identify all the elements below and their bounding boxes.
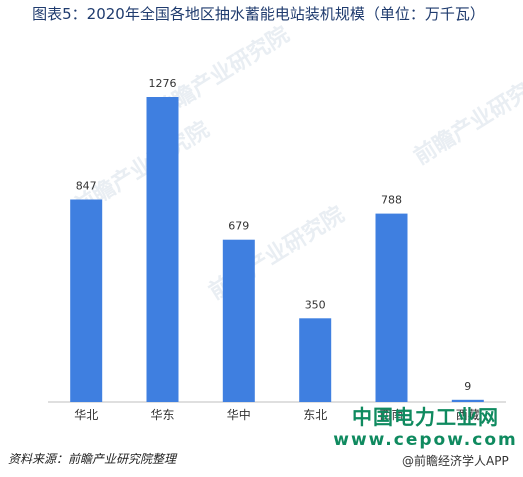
data-label-西藏: 9 bbox=[464, 380, 471, 393]
x-tick-label-东北: 东北 bbox=[303, 408, 327, 422]
data-label-华北: 847 bbox=[76, 180, 97, 193]
bar-西藏 bbox=[451, 399, 484, 402]
data-label-华中: 679 bbox=[228, 220, 249, 233]
cepow-watermark-url: www.cepow.com bbox=[333, 430, 518, 450]
x-tick-label-西南: 西南 bbox=[379, 407, 403, 422]
bar-华北 bbox=[70, 199, 103, 402]
chart-title: 图表5：2020年全国各地区抽水蓄能电站装机规模（单位：万千瓦） bbox=[32, 5, 485, 23]
bar-华东 bbox=[146, 97, 179, 402]
bar-西南 bbox=[375, 213, 408, 402]
bar-东北 bbox=[299, 318, 332, 402]
app-watermark: @前瞻经济学人APP bbox=[402, 454, 509, 468]
bar-华中 bbox=[222, 239, 255, 402]
cepow-watermark-name: 中国电力工业网 bbox=[352, 405, 499, 429]
source-note: 资料来源：前瞻产业研究院整理 bbox=[8, 452, 177, 466]
x-tick-label-华中: 华中 bbox=[227, 407, 251, 422]
data-label-华东: 1276 bbox=[149, 77, 177, 90]
background-watermark-text: 前瞻产业研究院 bbox=[409, 66, 523, 170]
x-tick-label-华北: 华北 bbox=[74, 408, 98, 422]
x-tick-label-华东: 华东 bbox=[150, 408, 174, 422]
cepow-watermark: 中国电力工业网 www.cepow.com bbox=[328, 404, 523, 450]
data-label-东北: 350 bbox=[305, 298, 326, 311]
data-label-西南: 788 bbox=[381, 194, 402, 207]
x-tick-label-西藏: 西藏 bbox=[456, 408, 480, 422]
